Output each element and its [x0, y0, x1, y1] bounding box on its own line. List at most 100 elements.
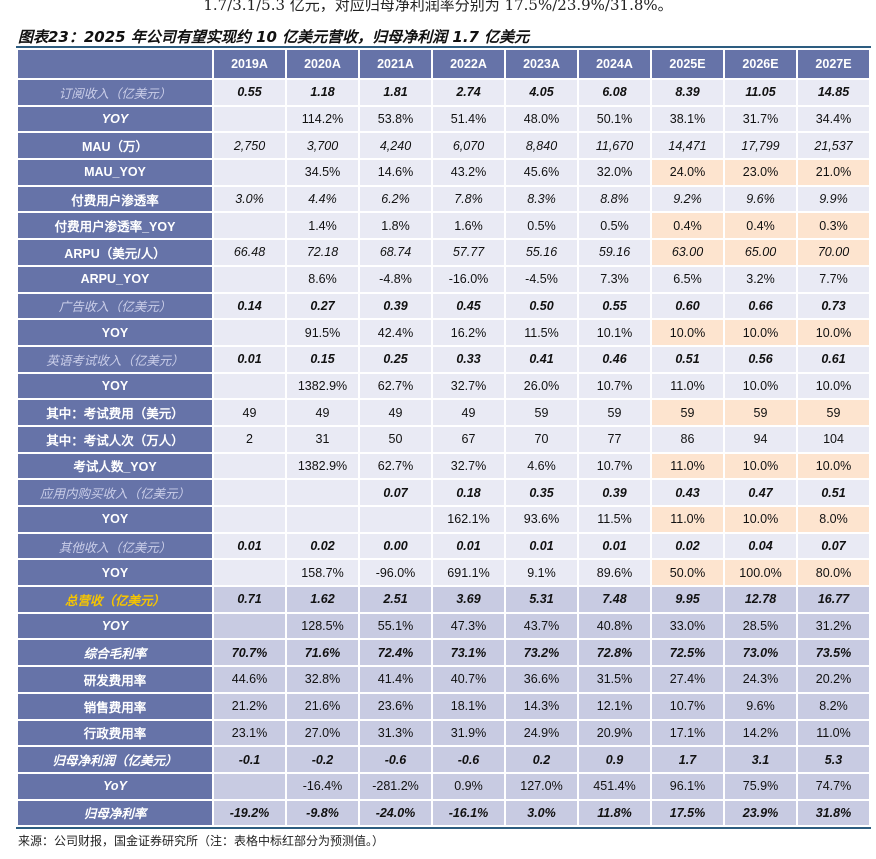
- table-cell: 10.0%: [725, 507, 796, 532]
- table-cell: 0.01: [214, 346, 285, 372]
- table-row: MAU（万） 2,750 3,700 4,240 6,070 8,840 11,670 14,…: [18, 133, 869, 159]
- table-cell: 20.2%: [798, 667, 869, 692]
- table-cell: 31.7%: [725, 106, 796, 132]
- table-cell: 41.4%: [360, 667, 431, 692]
- table-cell: 21,537: [798, 133, 869, 159]
- table-cell: 10.1%: [579, 320, 650, 345]
- table-cell: 55.1%: [360, 613, 431, 639]
- table-cell: 80.0%: [798, 560, 869, 586]
- table-cell: 9.95: [652, 587, 723, 612]
- table-cell: 23.6%: [360, 693, 431, 719]
- table-cell: 40.8%: [579, 613, 650, 639]
- table-cell: 31.5%: [579, 667, 650, 692]
- column-header: 2019A: [214, 50, 285, 78]
- table-row: 销售费用率 21.2% 21.6% 23.6% 18.1% 14.3% 12.1% 10.7%…: [18, 693, 869, 719]
- table-cell: 8.6%: [287, 266, 358, 292]
- table-cell: 21.6%: [287, 693, 358, 719]
- row-label: 其中：考试费用（美元）: [18, 400, 212, 425]
- table-cell: 36.6%: [506, 667, 577, 692]
- table-row: YOY 114.2% 53.8% 51.4% 48.0% 50.1% 38.1% 31.7% 3…: [18, 106, 869, 132]
- column-header: 2023A: [506, 50, 577, 78]
- row-label: 综合毛利率: [18, 640, 212, 666]
- table-cell: 8.39: [652, 80, 723, 105]
- table-cell: 12.78: [725, 587, 796, 612]
- table-cell: 128.5%: [287, 613, 358, 639]
- table-cell: 45.6%: [506, 160, 577, 185]
- table-cell: 55.16: [506, 240, 577, 265]
- table-cell: 14.85: [798, 80, 869, 105]
- table-cell: 24.0%: [652, 160, 723, 185]
- table-cell: 23.0%: [725, 160, 796, 185]
- table-row: 归母净利率 -19.2% -9.8% -24.0% -16.1% 3.0% 11.8% 17.…: [18, 800, 869, 826]
- table-cell: 0.47: [725, 480, 796, 505]
- table-cell: 21.0%: [798, 160, 869, 185]
- table-cell: 9.9%: [798, 186, 869, 212]
- table-cell: 3.0%: [214, 186, 285, 212]
- table-cell: 75.9%: [725, 773, 796, 799]
- row-label: YOY: [18, 613, 212, 639]
- table-cell: 62.7%: [360, 453, 431, 479]
- table-cell: 91.5%: [287, 320, 358, 345]
- table-cell: 73.5%: [798, 640, 869, 666]
- table-cell: 3.0%: [506, 800, 577, 826]
- table-cell: 31.2%: [798, 613, 869, 639]
- table-cell: 0.51: [652, 346, 723, 372]
- table-row: ARPU_YOY 8.6% -4.8% -16.0% -4.5% 7.3% 6.5% 3.2%…: [18, 266, 869, 292]
- table-cell: 12.1%: [579, 693, 650, 719]
- table-cell: 38.1%: [652, 106, 723, 132]
- table-cell: 59.16: [579, 240, 650, 265]
- table-row: 其他收入（亿美元） 0.01 0.02 0.00 0.01 0.01 0.01 0.02 0.0…: [18, 533, 869, 559]
- row-label: 总营收（亿美元）: [18, 587, 212, 612]
- row-label: 归母净利率: [18, 800, 212, 826]
- table-cell: 11.5%: [579, 507, 650, 532]
- table-cell: 20.9%: [579, 720, 650, 746]
- table-cell: 93.6%: [506, 507, 577, 532]
- table-cell: 11.8%: [579, 800, 650, 826]
- table-cell: 74.7%: [798, 773, 869, 799]
- table-cell: 33.0%: [652, 613, 723, 639]
- table-cell: 451.4%: [579, 773, 650, 799]
- table-cell: 50.1%: [579, 106, 650, 132]
- table-cell: 32.7%: [433, 373, 504, 399]
- table-cell: 0.66: [725, 293, 796, 319]
- table-cell: 9.6%: [725, 186, 796, 212]
- column-header: 2020A: [287, 50, 358, 78]
- table-cell: -4.8%: [360, 266, 431, 292]
- row-label: 英语考试收入（亿美元）: [18, 346, 212, 372]
- table-cell: 0.01: [214, 533, 285, 559]
- table-cell: 5.3: [798, 747, 869, 772]
- table-row: 付费用户渗透率_YOY 1.4% 1.8% 1.6% 0.5% 0.5% 0.4% 0.4% 0…: [18, 213, 869, 239]
- table-cell: 31.3%: [360, 720, 431, 746]
- table-cell: 24.3%: [725, 667, 796, 692]
- table-cell: 2.74: [433, 80, 504, 105]
- table-cell: [287, 507, 358, 532]
- column-header: 2027E: [798, 50, 869, 78]
- table-cell: 6.5%: [652, 266, 723, 292]
- table-cell: 89.6%: [579, 560, 650, 586]
- row-label: 广告收入（亿美元）: [18, 293, 212, 319]
- table-cell: 10.7%: [579, 453, 650, 479]
- row-label: YOY: [18, 560, 212, 586]
- table-cell: 7.7%: [798, 266, 869, 292]
- table-cell: 0.35: [506, 480, 577, 505]
- table-cell: 11.0%: [652, 453, 723, 479]
- table-cell: 7.3%: [579, 266, 650, 292]
- table-cell: [360, 507, 431, 532]
- table-header-row: 2019A 2020A 2021A 2022A 2023A 2024A 2025E 2026E…: [18, 50, 869, 78]
- table-cell: 5.31: [506, 587, 577, 612]
- table-cell: 31.9%: [433, 720, 504, 746]
- table-cell: 0.71: [214, 587, 285, 612]
- table-cell: 48.0%: [506, 106, 577, 132]
- table-cell: -16.0%: [433, 266, 504, 292]
- table-cell: 0.33: [433, 346, 504, 372]
- table-cell: 49: [214, 400, 285, 425]
- table-cell: 0.4%: [652, 213, 723, 239]
- table-cell: 21.2%: [214, 693, 285, 719]
- table-cell: 0.43: [652, 480, 723, 505]
- table-row: YOY 1382.9% 62.7% 32.7% 26.0% 10.7% 11.0% 10.0%…: [18, 373, 869, 399]
- table-cell: 0.00: [360, 533, 431, 559]
- table-cell: 0.3%: [798, 213, 869, 239]
- table-cell: 23.1%: [214, 720, 285, 746]
- table-cell: -0.1: [214, 747, 285, 772]
- table-row: 广告收入（亿美元） 0.14 0.27 0.39 0.45 0.50 0.55 0.60 0.6…: [18, 293, 869, 319]
